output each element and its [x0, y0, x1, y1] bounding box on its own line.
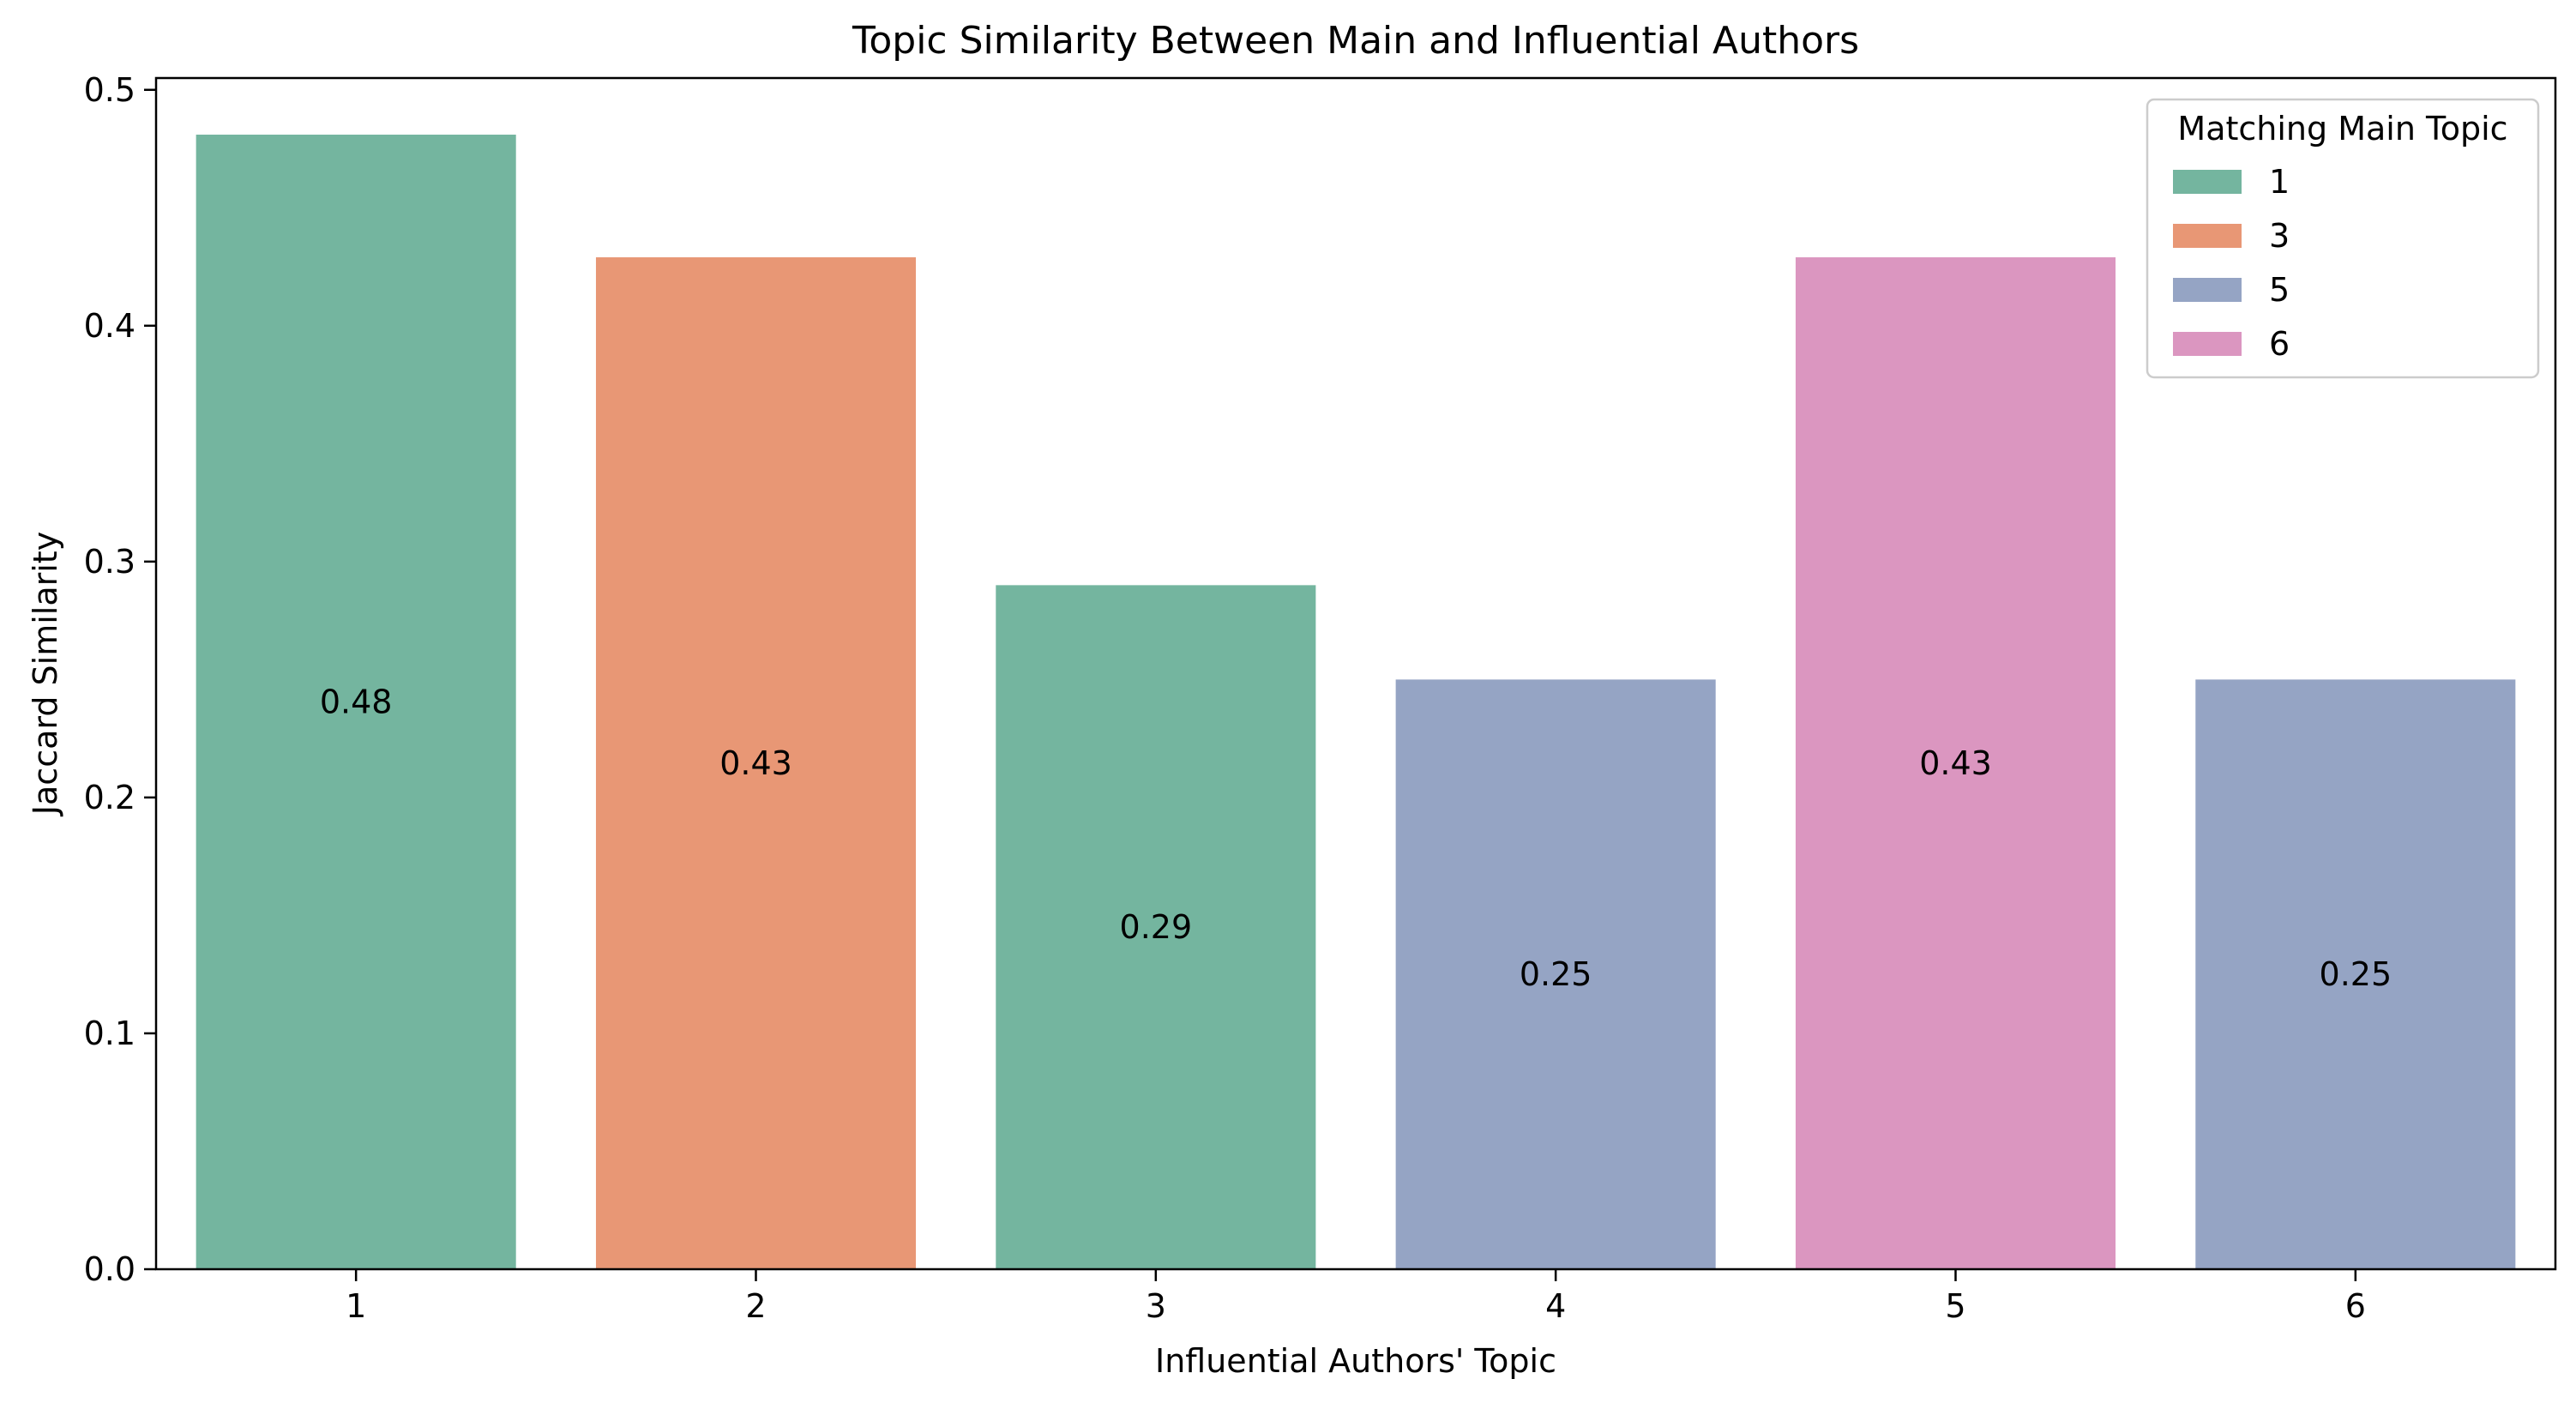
legend-label-3: 3 — [2269, 217, 2290, 255]
x-tick-label: 6 — [2345, 1287, 2366, 1325]
x-axis-label: Influential Authors' Topic — [1155, 1342, 1556, 1380]
bar-topic-6 — [2195, 679, 2516, 1269]
bar-topic-2 — [595, 257, 917, 1270]
bar-value-label-1: 0.48 — [320, 683, 393, 721]
y-axis-label: Jaccard Similarity — [27, 532, 64, 816]
legend-swatch-6 — [2173, 332, 2242, 356]
bar-topic-3 — [996, 585, 1316, 1269]
y-tick-label: 0.0 — [84, 1250, 135, 1288]
x-tick-label: 3 — [1146, 1287, 1166, 1325]
y-tick-label: 0.2 — [84, 779, 135, 816]
legend-entries: 1 3 5 6 — [2173, 163, 2290, 363]
y-tick-label: 0.4 — [84, 307, 135, 345]
bar-topic-5 — [1795, 257, 2116, 1270]
legend-label-5: 5 — [2269, 271, 2290, 309]
bar-value-label-6: 0.25 — [2320, 955, 2392, 993]
x-axis: 1 2 3 4 5 6 — [346, 1269, 2366, 1325]
bar-value-label-5: 0.43 — [1919, 744, 1992, 782]
x-tick-label: 5 — [1945, 1287, 1965, 1325]
legend-label-1: 1 — [2269, 163, 2290, 201]
bars-group — [196, 135, 2516, 1270]
y-tick-label: 0.1 — [84, 1015, 135, 1052]
chart-title: Topic Similarity Between Main and Influe… — [852, 19, 1859, 63]
legend-swatch-5 — [2173, 278, 2242, 302]
y-tick-label: 0.3 — [84, 543, 135, 581]
bar-value-label-4: 0.25 — [1520, 955, 1592, 993]
y-axis: 0.0 0.1 0.2 0.3 0.4 0.5 — [84, 71, 156, 1288]
legend-swatch-3 — [2173, 224, 2242, 248]
bar-labels-group: 0.48 0.43 0.29 0.25 0.43 0.25 — [320, 683, 2392, 994]
legend: Matching Main Topic 1 3 5 6 — [2146, 98, 2540, 379]
bar-topic-1 — [196, 135, 516, 1270]
x-tick-label: 4 — [1545, 1287, 1566, 1325]
legend-swatch-1 — [2173, 170, 2242, 194]
plot-frame — [154, 76, 2557, 1271]
legend-title: Matching Main Topic — [2177, 110, 2507, 148]
legend-label-6: 6 — [2269, 325, 2290, 363]
x-tick-label: 1 — [346, 1287, 366, 1325]
bar-value-label-3: 0.29 — [1120, 908, 1193, 946]
x-tick-label: 2 — [745, 1287, 766, 1325]
legend-frame — [2146, 98, 2540, 379]
bar-topic-4 — [1395, 679, 1716, 1269]
y-tick-label: 0.5 — [84, 71, 135, 109]
bar-value-label-2: 0.43 — [719, 744, 792, 782]
